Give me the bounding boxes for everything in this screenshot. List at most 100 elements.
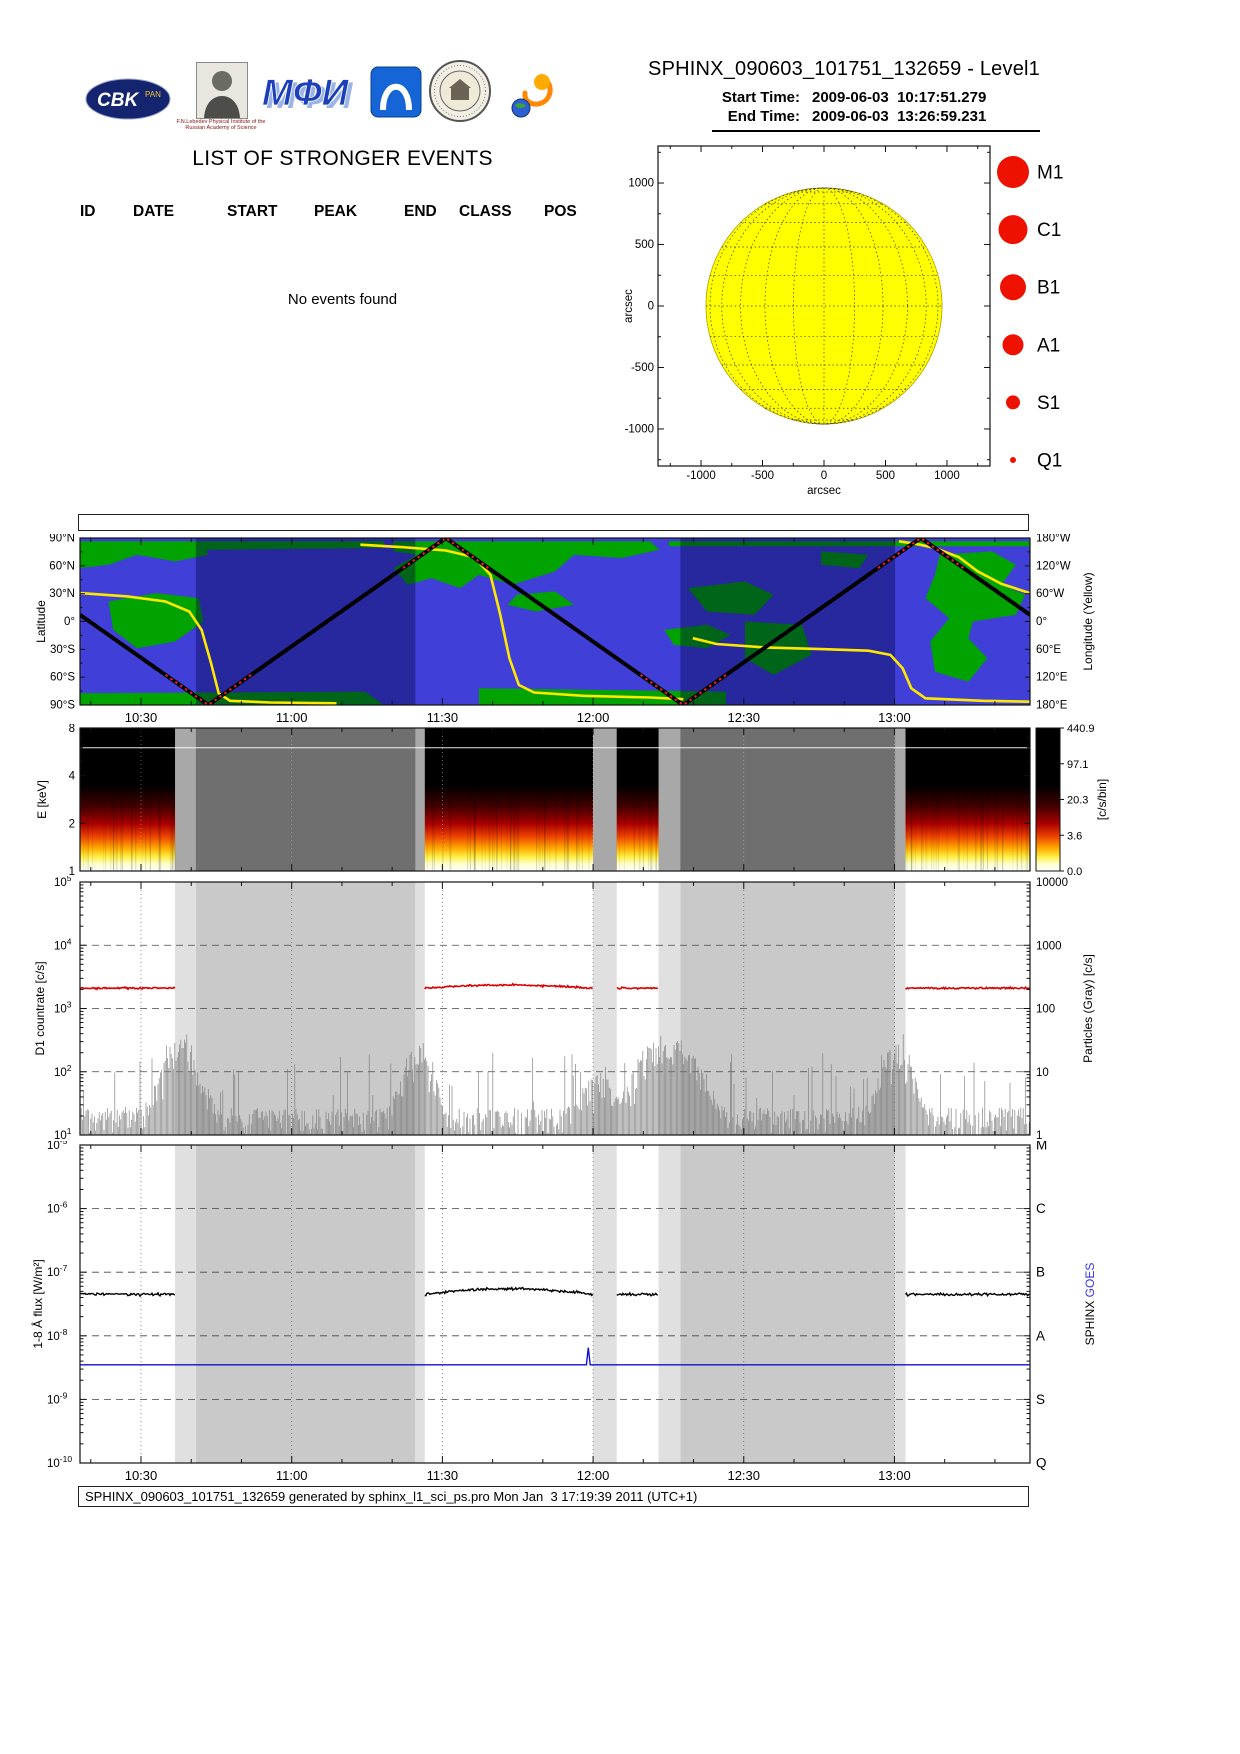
spectrogram-transition [593,728,617,871]
legend-label-c1: C1 [1037,220,1061,241]
sun-y-tick-label: -1000 [625,423,654,435]
sun-xlabel: arcsec [807,485,841,497]
particles-tick-label: 10000 [1036,877,1068,889]
spectrogram-transition [658,728,681,871]
night-shading [680,1145,896,1463]
map-night-overlay [195,538,416,705]
longitude-track [360,543,684,701]
sun-x-tick-label: 500 [876,470,895,482]
end-time-label: End Time: [727,108,800,125]
portrait-shoulders [204,96,240,118]
continent [821,551,869,569]
legend-label-b1: B1 [1037,278,1060,299]
d1-countrate-panel: 105 10000 104 1000 103 100 102 10 101 1 D1 countra… [33,876,1095,1142]
lat-tick-label: 60°N [49,560,75,572]
flux-right-axis-label: SPHINX GOES [1083,1263,1097,1346]
arch-square [370,66,422,118]
sphinx-flux-trace [79,1291,176,1298]
university-seal-logo [429,60,491,122]
mephi-shadow-text: МФИ [266,75,354,116]
sun-swirl [522,77,553,107]
arch-shape [380,83,412,111]
lat-tick-label: 90°N [49,534,75,545]
plot-frame [79,727,1031,872]
flux-y-tick-label: 10-7 [47,1263,68,1279]
legend-label-a1: A1 [1037,335,1060,356]
legend-dot-m1 [997,156,1029,188]
arch-logo [370,66,422,118]
energy-tick-label: 4 [69,771,76,783]
flux-y-tick-label: 10-9 [47,1390,68,1406]
d1-countrate-trace [616,986,659,991]
colorbar-tick-label: 20.3 [1067,795,1088,807]
events-col-date: DATE [133,203,175,220]
mephi-text: МФИ [262,72,350,113]
longitude-track [80,591,337,705]
mephi-logo: МФИ МФИ [262,72,354,116]
earth-land [515,103,526,109]
flux-y-tick-label: 10-10 [47,1454,72,1470]
map-night-overlay [680,538,896,705]
lon-tick-label: 180°E [1036,700,1068,712]
goes-flux-trace [80,1347,1030,1366]
sphinx-flux-trace [424,1286,594,1297]
flux-y-tick-label: 10-8 [47,1327,68,1343]
time-tick-label: 11:30 [427,1468,459,1483]
night-shading [195,1145,416,1463]
world-map [80,538,1030,705]
spectrogram-ylabel: E [keV] [35,780,49,819]
night-shading [195,882,416,1135]
continent [688,581,774,615]
events-col-class: CLASS [459,203,512,220]
time-tick-label: 11:00 [276,1468,308,1483]
ground-track [80,538,1030,705]
d1-y-tick-label: 101 [54,1126,72,1142]
flux-y-tick-label: 10-5 [47,1141,68,1152]
sun-earth-logo [511,74,553,118]
legend-dot-c1 [998,215,1028,245]
d1-countrate-trace [424,982,594,990]
colorbar-unit-label: [c/s/bin] [1095,779,1109,820]
sun-x-tick-label: 1000 [934,470,960,482]
lat-tick-label: 60°S [50,672,75,684]
transition-shading [658,1145,681,1463]
class-legend: M1 C1 B1 A1 S1 Q1 [997,156,1063,472]
portrait-head [212,71,232,91]
energy-tick-label: 1 [69,866,75,876]
transition-shading [895,1145,906,1463]
solar-disk [705,187,943,425]
start-time-value: 2009-06-03 10:17:51.279 [812,89,987,106]
sun-ylabel: arcsec [623,289,635,323]
lat-tick-label: 30°S [50,644,75,656]
flux-y-tick-label: 10-6 [47,1200,68,1216]
spectrogram-panel: 8 4 2 1 E [keV] 440.9 97.1 20.3 3.6 0.0 [c/s/bin] [35,724,1109,876]
sphinx-flux-trace [904,1291,1030,1298]
seal-text-ring [434,65,486,117]
solar-graticule [705,187,943,425]
seal-roof [449,79,471,88]
lon-tick-label: 120°W [1036,560,1071,572]
colorbar-tick-label: 3.6 [1067,830,1082,842]
legend-dot-b1 [1000,274,1026,301]
events-title: LIST OF STRONGER EVENTS [192,147,493,170]
lat-tick-label: 0° [64,616,75,628]
spectrogram-sun-data [424,728,593,871]
events-col-end: END [404,203,437,220]
events-empty-message: No events found [287,291,398,308]
d1-y-tick-label: 102 [54,1063,72,1079]
time-tick-label: 12:00 [577,710,610,725]
sun-y-tick-label: 500 [635,239,654,251]
time-tick-label: 13:00 [878,710,911,725]
lon-tick-label: 60°E [1036,644,1061,656]
transition-shading [593,1145,617,1463]
page-title: SPHINX_090603_101751_132659 - Level1 [648,58,1040,80]
transition-shading [175,1145,196,1463]
lon-tick-label: 60°W [1036,588,1064,600]
events-col-peak: PEAK [314,203,358,220]
events-col-start: START [227,203,278,220]
spectrogram-sun-data [905,728,1030,871]
energy-tick-label: 2 [69,818,75,830]
flare-class-letter: S [1036,1392,1045,1407]
plot-frame [79,1144,1031,1464]
